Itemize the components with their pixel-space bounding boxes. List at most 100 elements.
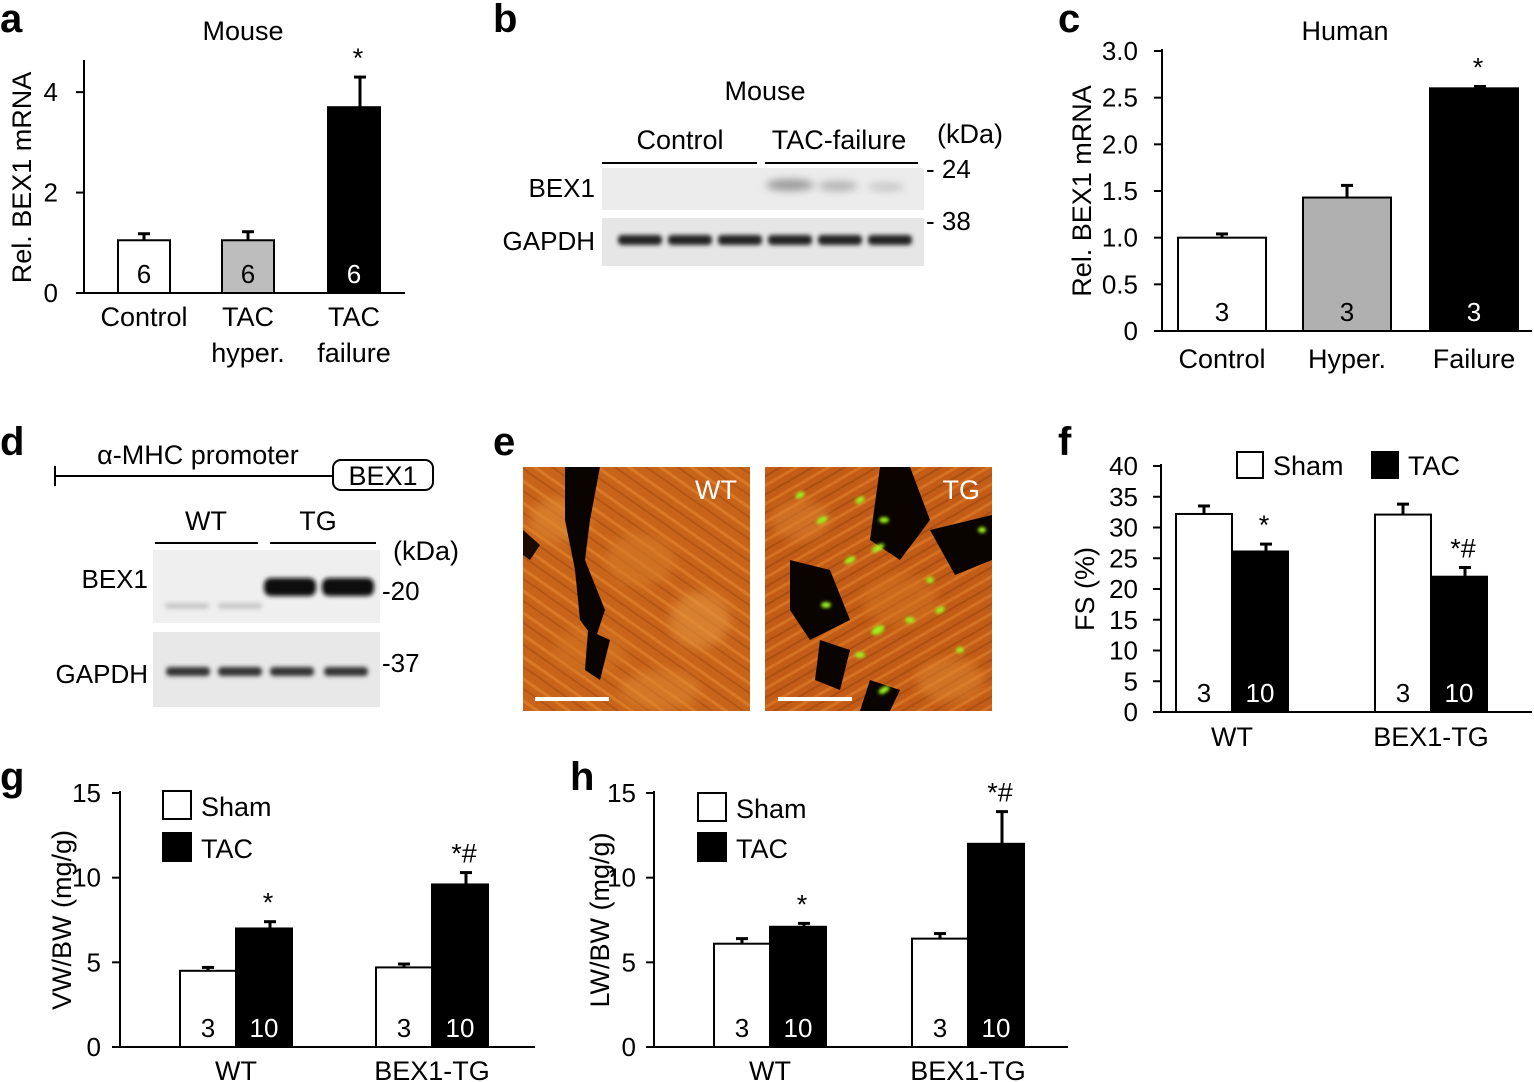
panel-label-c: c (1058, 0, 1080, 41)
blot-b-kda-label: (kDa) (937, 119, 1003, 149)
blot-d-group-wt: WT (185, 506, 227, 536)
y-tick-label: 3.0 (1102, 36, 1138, 66)
panel-label-d: d (0, 420, 24, 464)
x-category-label: Failure (1433, 344, 1516, 374)
y-tick-label: 4 (44, 77, 58, 107)
blot-b-gapdh-band (868, 235, 912, 245)
x-category-label: failure (317, 338, 391, 368)
y-tick-label: 10 (72, 863, 101, 893)
bar (1430, 575, 1488, 714)
bar-n-label: 10 (982, 1013, 1011, 1043)
blot-d-gapdh-band (324, 667, 368, 676)
y-tick-label: 0 (1124, 697, 1138, 727)
blot-b-gapdh-band (618, 235, 662, 245)
blot-d-bex1-bands (165, 578, 374, 609)
legend-swatch (697, 792, 727, 822)
y-tick-label: 0 (87, 1032, 101, 1062)
bar (1302, 196, 1392, 332)
micrograph-tg-dark-region (815, 640, 850, 690)
micrograph-tg-dark-region (870, 467, 930, 560)
blot-b-gapdh-band (718, 235, 762, 245)
legend-swatch (162, 832, 192, 862)
y-tick-label: 1.5 (1102, 176, 1138, 206)
blot-b-row-gapdh: GAPDH (503, 226, 595, 256)
bar (117, 239, 171, 295)
micrograph-wt-dark-region (565, 467, 605, 640)
blot-d-bex1-faint-band (165, 603, 209, 609)
bar (713, 942, 771, 1048)
bar-n-label: 3 (1197, 678, 1211, 708)
blot-b-marker-38: - 38 (926, 206, 971, 236)
micrograph-tg-dark-region (790, 560, 850, 640)
micrograph-tg-dark-region (860, 680, 900, 711)
bar (1231, 550, 1289, 713)
y-axis-label: VW/BW (mg/g) (47, 830, 77, 1010)
legend-label: Sham (736, 794, 807, 824)
y-tick-label: 15 (72, 778, 101, 808)
bar-n-label: 3 (933, 1013, 947, 1043)
blot-d-marker-20: -20 (382, 576, 420, 606)
blot-d-gapdh-band (218, 667, 262, 676)
bar-n-label: 10 (784, 1013, 813, 1043)
blot-d-marker-37: -37 (382, 648, 420, 678)
x-category-label: Control (100, 302, 187, 332)
y-tick-label: 20 (1109, 574, 1138, 604)
bar (769, 925, 827, 1048)
panel-label-g: g (0, 755, 24, 799)
y-tick-label: 35 (1109, 482, 1138, 512)
panel-label-a: a (0, 0, 23, 41)
blot-b-bex1-band (766, 179, 814, 191)
panel-label-b: b (493, 0, 517, 41)
y-tick-label: 2.5 (1102, 83, 1138, 113)
legend-label: TAC (736, 834, 788, 864)
y-tick-label: 0 (44, 278, 58, 308)
bar-n-label: 3 (1215, 297, 1229, 327)
x-category-label: BEX1-TG (374, 1056, 490, 1082)
y-tick-label: 10 (1109, 636, 1138, 666)
bar-n-label: 3 (735, 1013, 749, 1043)
blot-d-bex1-faint-band (218, 603, 262, 609)
blot-d-group-tg: TG (299, 506, 337, 536)
x-category-label: BEX1-TG (910, 1056, 1026, 1082)
bar (221, 239, 275, 295)
legend-swatch (1236, 451, 1264, 479)
bar (1177, 236, 1267, 333)
y-tick-label: 40 (1109, 451, 1138, 481)
y-tick-label: 2.0 (1102, 129, 1138, 159)
significance-marker: *# (1450, 533, 1476, 563)
blot-b-bex1-bands (766, 179, 904, 191)
x-category-label: hyper. (211, 338, 285, 368)
y-axis-label: Rel. BEX1 mRNA (7, 72, 37, 284)
micrograph-wt-dark-region (523, 530, 540, 560)
y-tick-label: 15 (1109, 605, 1138, 635)
blot-b-title: Mouse (724, 76, 805, 106)
blot-b-gapdh-bands (618, 235, 912, 245)
blot-d-bex1-band (322, 578, 374, 596)
y-tick-label: 15 (607, 778, 636, 808)
construct-d-gene-box (332, 459, 434, 491)
x-category-label: Hyper. (1308, 344, 1386, 374)
significance-marker: *# (451, 839, 477, 869)
bar (911, 937, 969, 1048)
western-blot-b: Mouse Control TAC-failure (kDa) BEX1 GAP… (503, 76, 1003, 266)
micrograph-wt (523, 467, 750, 711)
legend-label: Sham (201, 792, 272, 822)
x-category-label: WT (1211, 722, 1253, 752)
panel-label-f: f (1058, 420, 1072, 464)
x-category-label: WT (749, 1056, 791, 1082)
panel-label-e: e (493, 420, 515, 464)
chart-title: Human (1301, 16, 1388, 46)
micrograph-tg (765, 467, 992, 711)
legend-swatch (162, 790, 192, 820)
significance-marker: * (797, 889, 808, 919)
significance-marker: * (263, 888, 274, 918)
bar-n-label: 3 (1340, 297, 1354, 327)
significance-marker: * (1473, 52, 1484, 82)
blot-b-row-bex1: BEX1 (529, 173, 596, 203)
bar (179, 969, 237, 1048)
blot-d-gapdh-band (270, 667, 314, 676)
y-axis-label: FS (%) (1070, 547, 1100, 631)
